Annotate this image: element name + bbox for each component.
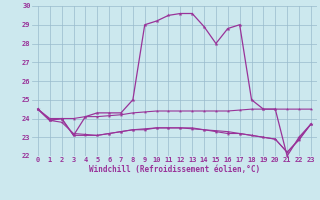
X-axis label: Windchill (Refroidissement éolien,°C): Windchill (Refroidissement éolien,°C) — [89, 165, 260, 174]
